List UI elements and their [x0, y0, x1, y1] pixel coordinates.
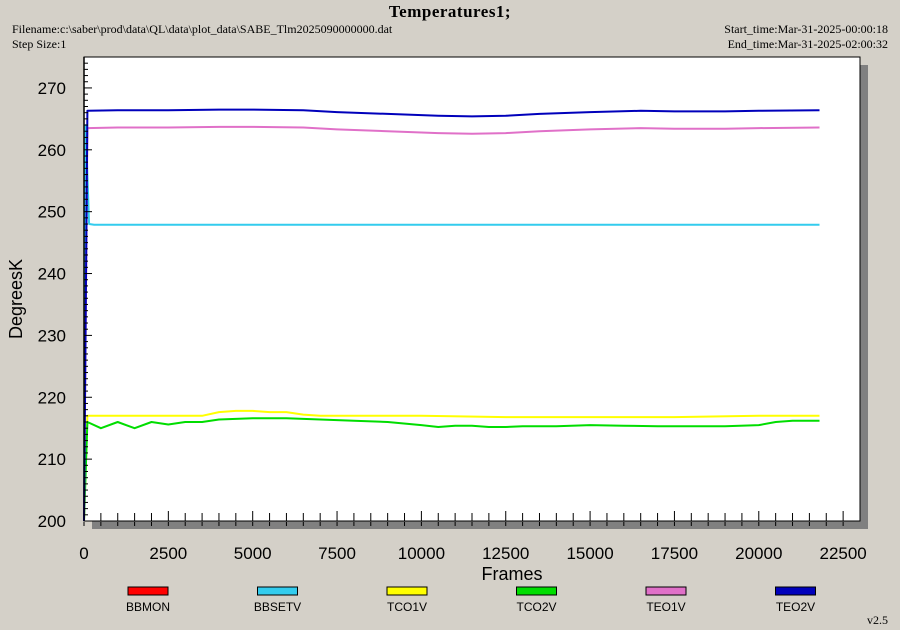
- end-time-label: End_time:Mar-31-2025-02:00:32: [727, 37, 888, 51]
- legend-label-teo2v: TEO2V: [776, 600, 815, 614]
- legend-label-tco2v: TCO2V: [516, 600, 556, 614]
- version-label: v2.5: [867, 613, 888, 627]
- legend-label-bbsetv: BBSETV: [254, 600, 301, 614]
- axes-layer: 200 210 220 230 240 250 260 270 0 2500 5000 7500 100…: [6, 56, 867, 584]
- x-tick-label: 2500: [149, 544, 187, 563]
- legend: BBMON BBSETV TCO1V TCO2V TEO1V TEO2V: [126, 586, 816, 614]
- x-tick-label: 5000: [234, 544, 272, 563]
- y-tick-label: 200: [38, 512, 66, 531]
- legend-label-tco1v: TCO1V: [387, 600, 427, 614]
- y-tick-label: 240: [38, 265, 66, 284]
- start-time-label: Start_time:Mar-31-2025-00:00:18: [724, 22, 888, 36]
- legend-swatch-teo2v: [775, 586, 816, 596]
- x-tick-label: 15000: [566, 544, 613, 563]
- x-tick-label: 10000: [398, 544, 445, 563]
- x-tick-label: 0: [79, 544, 88, 563]
- legend-swatch-teo1v: [645, 586, 687, 596]
- series-line-bbsetv: [83, 124, 820, 522]
- legend-swatch-bbmon: [127, 586, 169, 596]
- y-axis-title: DegreesK: [6, 259, 26, 339]
- x-tick-label: 22500: [819, 544, 866, 563]
- y-tick-label: 270: [38, 79, 66, 98]
- y-tick-label: 220: [38, 388, 66, 407]
- x-tick-label: 17500: [651, 544, 698, 563]
- legend-swatch-bbsetv: [257, 586, 298, 596]
- legend-swatch-tco2v: [516, 586, 557, 596]
- step-size-label: Step Size:1: [12, 37, 67, 51]
- x-tick-label: 20000: [735, 544, 782, 563]
- filename-label: Filename:c:\saber\prod\data\QL\data\plot…: [12, 22, 393, 36]
- series-layer: [83, 108, 820, 522]
- chart-title: Temperatures1;: [388, 2, 512, 21]
- legend-label-bbmon: BBMON: [126, 600, 170, 614]
- series-line-tco2v: [83, 417, 820, 522]
- y-tick-label: 260: [38, 141, 66, 160]
- x-tick-label: 7500: [318, 544, 356, 563]
- y-tick-label: 230: [38, 326, 66, 345]
- series-line-tco1v: [83, 409, 820, 522]
- y-tick-label: 210: [38, 450, 66, 469]
- x-axis-title: Frames: [481, 564, 542, 584]
- series-line-teo1v: [83, 125, 820, 522]
- legend-swatch-tco1v: [386, 586, 428, 596]
- series-line-teo2v: [83, 108, 820, 522]
- x-tick-label: 12500: [482, 544, 529, 563]
- plot-frame: [83, 56, 868, 529]
- legend-label-teo1v: TEO1V: [646, 600, 685, 614]
- y-tick-label: 250: [38, 203, 66, 222]
